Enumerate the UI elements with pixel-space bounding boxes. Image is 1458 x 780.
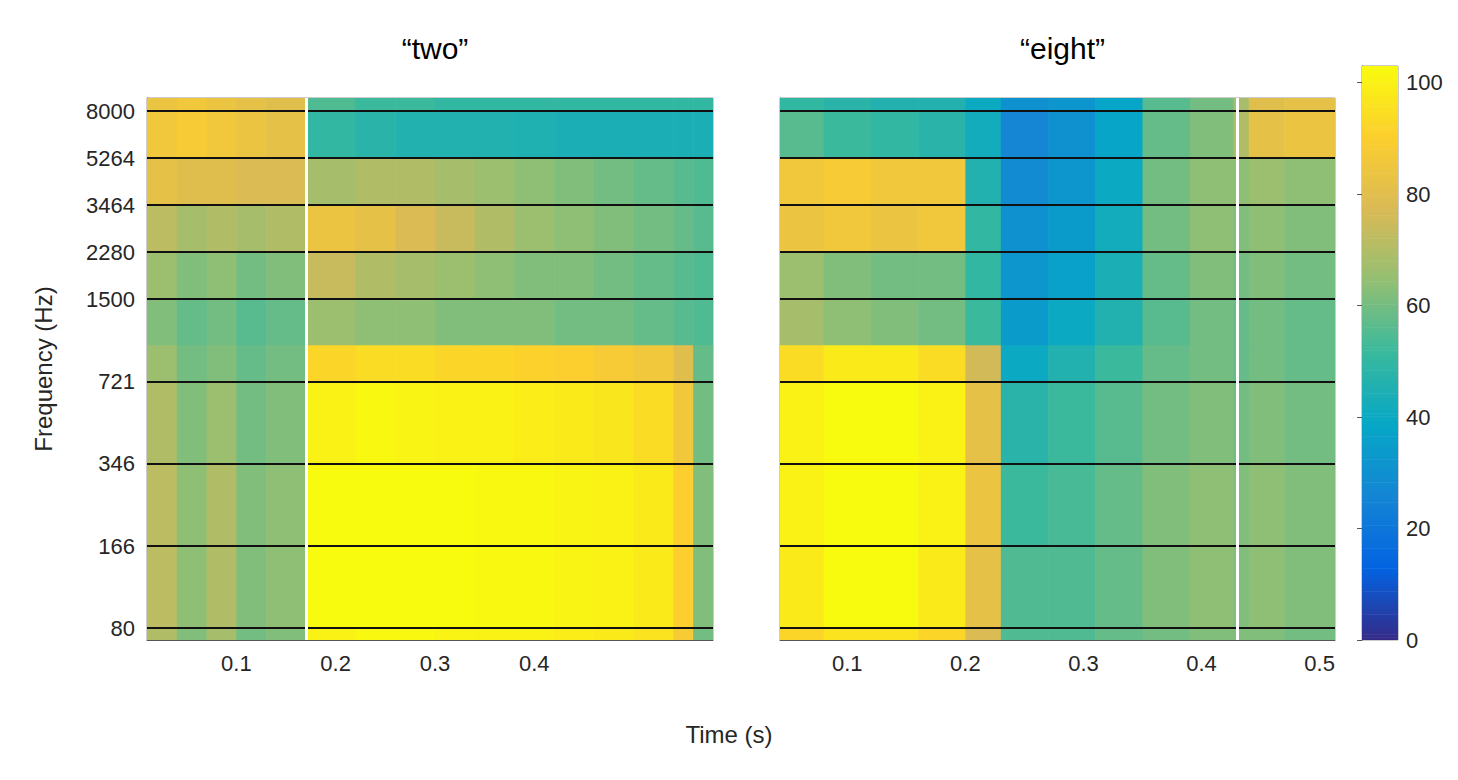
- svg-text:Frequency (Hz): Frequency (Hz): [30, 286, 57, 451]
- svg-text:0.3: 0.3: [1068, 651, 1099, 676]
- svg-text:346: 346: [98, 451, 135, 476]
- svg-text:0.5: 0.5: [1304, 651, 1335, 676]
- svg-text:Time (s): Time (s): [685, 721, 772, 748]
- svg-text:0.3: 0.3: [420, 651, 451, 676]
- svg-text:0.2: 0.2: [320, 651, 351, 676]
- svg-text:40: 40: [1406, 405, 1430, 430]
- svg-text:0: 0: [1406, 628, 1418, 653]
- svg-text:2280: 2280: [86, 240, 135, 265]
- svg-text:5264: 5264: [86, 146, 135, 171]
- svg-text:0.2: 0.2: [950, 651, 981, 676]
- svg-text:80: 80: [1406, 182, 1430, 207]
- svg-text:8000: 8000: [86, 99, 135, 124]
- svg-text:166: 166: [98, 534, 135, 559]
- svg-text:0.1: 0.1: [221, 651, 252, 676]
- svg-text:0.1: 0.1: [832, 651, 863, 676]
- svg-text:3464: 3464: [86, 193, 135, 218]
- svg-text:1500: 1500: [86, 287, 135, 312]
- svg-text:“two”: “two”: [402, 32, 469, 65]
- svg-text:721: 721: [98, 369, 135, 394]
- svg-text:“eight”: “eight”: [1020, 32, 1105, 65]
- svg-text:100: 100: [1406, 70, 1443, 95]
- svg-text:60: 60: [1406, 293, 1430, 318]
- svg-text:0.4: 0.4: [519, 651, 550, 676]
- svg-text:80: 80: [111, 616, 135, 641]
- svg-text:0.4: 0.4: [1186, 651, 1217, 676]
- svg-text:20: 20: [1406, 516, 1430, 541]
